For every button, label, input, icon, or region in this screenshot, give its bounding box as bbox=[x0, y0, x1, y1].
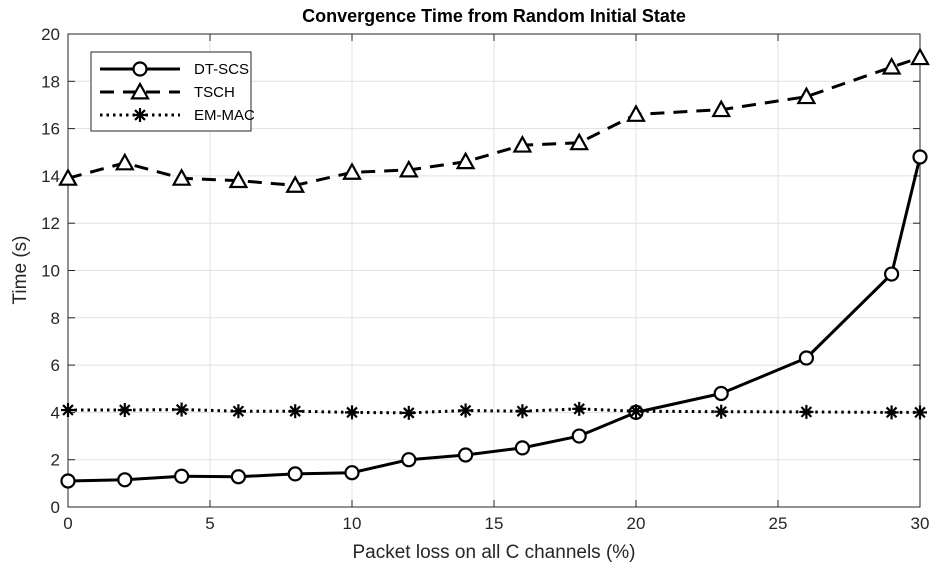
data-point-circle bbox=[230, 469, 246, 485]
data-point-triangle bbox=[398, 159, 419, 178]
data-point-circle bbox=[883, 266, 900, 282]
data-point-asterisk bbox=[884, 405, 899, 420]
data-point-circle bbox=[798, 350, 815, 366]
y-tick-label: 2 bbox=[51, 451, 60, 470]
y-tick-label: 6 bbox=[51, 356, 60, 375]
y-tick-label: 10 bbox=[41, 262, 60, 281]
data-point-asterisk bbox=[629, 404, 643, 419]
chart-title: Convergence Time from Random Initial Sta… bbox=[302, 6, 686, 26]
data-point-triangle bbox=[711, 99, 732, 118]
data-point-circle bbox=[287, 466, 303, 482]
data-point-circle bbox=[571, 428, 587, 444]
y-tick-label: 16 bbox=[41, 120, 60, 139]
data-point-asterisk bbox=[288, 404, 303, 419]
data-point-asterisk bbox=[515, 404, 530, 419]
y-tick-label: 14 bbox=[41, 167, 60, 186]
x-axis-title: Packet loss on all C channels (%) bbox=[352, 542, 635, 563]
series-em-mac bbox=[61, 401, 927, 420]
y-tick-label: 8 bbox=[51, 309, 60, 328]
series-dt-scs bbox=[60, 149, 928, 489]
data-point-triangle bbox=[114, 152, 135, 171]
data-point-triangle bbox=[910, 47, 930, 66]
series bbox=[58, 47, 930, 489]
x-tick-label: 25 bbox=[769, 514, 788, 533]
data-point-triangle bbox=[796, 86, 817, 105]
data-point-triangle bbox=[228, 170, 249, 189]
data-point-asterisk bbox=[345, 405, 359, 420]
x-tick-label: 20 bbox=[627, 514, 646, 533]
legend-label: DT-SCS bbox=[194, 61, 249, 78]
data-point-asterisk bbox=[401, 405, 416, 420]
data-point-circle bbox=[344, 465, 360, 481]
axis-ticks: 0 5 10 15 20 25 30 0 2 4 6 8 10 12 14 16 18 20 bbox=[41, 25, 929, 533]
x-tick-label: 15 bbox=[485, 514, 504, 533]
legend-marker-asterisk bbox=[133, 108, 147, 122]
data-point-triangle bbox=[285, 175, 306, 193]
data-point-circle bbox=[912, 149, 928, 165]
data-point-asterisk bbox=[61, 403, 75, 418]
data-point-circle bbox=[117, 472, 133, 488]
y-tick-label: 4 bbox=[51, 403, 60, 422]
data-point-triangle bbox=[881, 56, 902, 75]
data-point-asterisk bbox=[913, 405, 927, 420]
legend-label: EM-MAC bbox=[194, 107, 255, 124]
legend-marker-triangle bbox=[130, 81, 150, 100]
data-point-triangle bbox=[512, 134, 533, 153]
data-point-circle bbox=[514, 440, 531, 456]
data-point-asterisk bbox=[799, 404, 814, 419]
y-tick-label: 20 bbox=[41, 25, 60, 44]
series-tsch bbox=[58, 47, 930, 193]
data-point-circle bbox=[458, 447, 474, 463]
data-point-asterisk bbox=[458, 403, 473, 418]
data-point-triangle bbox=[171, 167, 192, 186]
x-tick-label: 10 bbox=[343, 514, 362, 533]
y-tick-label: 12 bbox=[41, 214, 60, 233]
data-point-asterisk bbox=[174, 402, 189, 417]
data-point-triangle bbox=[58, 167, 78, 186]
x-tick-label: 5 bbox=[205, 514, 214, 533]
data-point-circle bbox=[174, 468, 190, 484]
x-tick-label: 30 bbox=[911, 514, 930, 533]
legend-marker-circle bbox=[132, 61, 148, 77]
data-point-circle bbox=[401, 452, 417, 468]
x-tick-label: 0 bbox=[63, 514, 72, 533]
y-axis-title: Time (s) bbox=[10, 236, 31, 305]
legend-label: TSCH bbox=[194, 84, 235, 101]
data-point-circle bbox=[60, 473, 76, 489]
legend: DT-SCS TSCH EM-MAC bbox=[90, 51, 255, 132]
data-point-asterisk bbox=[572, 401, 587, 416]
data-point-circle bbox=[713, 385, 729, 402]
data-point-triangle bbox=[626, 104, 646, 122]
y-tick-label: 18 bbox=[41, 72, 60, 91]
data-point-asterisk bbox=[231, 404, 246, 419]
y-tick-label: 0 bbox=[51, 498, 60, 517]
data-point-triangle bbox=[569, 132, 590, 151]
data-point-asterisk bbox=[714, 404, 729, 419]
data-point-asterisk bbox=[117, 403, 132, 418]
data-point-triangle bbox=[455, 151, 476, 170]
data-point-triangle bbox=[342, 162, 362, 180]
